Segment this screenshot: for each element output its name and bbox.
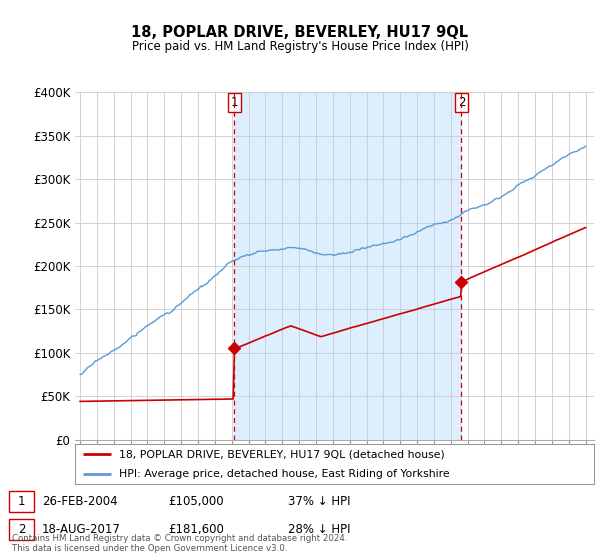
Text: 2: 2	[458, 96, 465, 109]
Text: 18, POPLAR DRIVE, BEVERLEY, HU17 9QL (detached house): 18, POPLAR DRIVE, BEVERLEY, HU17 9QL (de…	[119, 449, 445, 459]
Text: Price paid vs. HM Land Registry's House Price Index (HPI): Price paid vs. HM Land Registry's House …	[131, 40, 469, 53]
Text: HPI: Average price, detached house, East Riding of Yorkshire: HPI: Average price, detached house, East…	[119, 469, 450, 479]
Text: 1: 1	[18, 494, 25, 508]
Bar	[234, 92, 461, 440]
Text: 26-FEB-2004: 26-FEB-2004	[42, 494, 118, 508]
Text: £105,000: £105,000	[168, 494, 224, 508]
Text: £181,600: £181,600	[168, 522, 224, 536]
Text: 18, POPLAR DRIVE, BEVERLEY, HU17 9QL: 18, POPLAR DRIVE, BEVERLEY, HU17 9QL	[131, 25, 469, 40]
Text: 18-AUG-2017: 18-AUG-2017	[42, 522, 121, 536]
Text: 2: 2	[18, 522, 25, 536]
Text: 28% ↓ HPI: 28% ↓ HPI	[288, 522, 350, 536]
Text: 1: 1	[230, 96, 238, 109]
Text: Contains HM Land Registry data © Crown copyright and database right 2024.
This d: Contains HM Land Registry data © Crown c…	[12, 534, 347, 553]
Text: 37% ↓ HPI: 37% ↓ HPI	[288, 494, 350, 508]
